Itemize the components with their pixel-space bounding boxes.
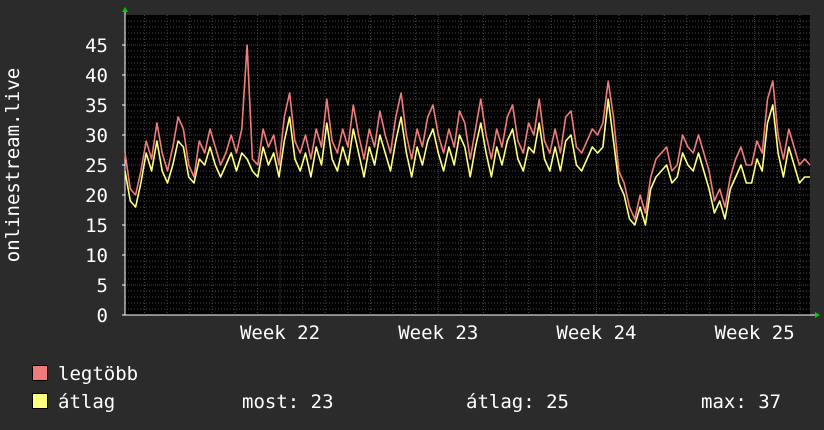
- legend-label-max: legtöbb: [58, 363, 139, 385]
- legend-item-avg: átlag: [32, 391, 115, 413]
- grid: [125, 15, 810, 315]
- x-axis-arrow: [815, 312, 820, 318]
- axes: [122, 7, 820, 318]
- y-tick-label: 35: [85, 95, 108, 117]
- y-tick-label: 5: [97, 275, 108, 297]
- y-tick-label: 10: [85, 245, 108, 267]
- series-line-max: [124, 44, 811, 220]
- legend-swatch-max: [32, 365, 48, 381]
- stat-max: max: 37: [701, 391, 782, 413]
- y-tick-label: 45: [85, 35, 108, 57]
- y-tick-label: 30: [85, 125, 108, 147]
- stat-average: átlag: 25: [466, 391, 569, 413]
- legend-item-max: legtöbb: [32, 363, 138, 385]
- legend-label-avg: átlag: [58, 391, 116, 413]
- series-line-avg: [124, 98, 810, 226]
- y-tick-label: 20: [85, 185, 108, 207]
- series-layer: [124, 44, 811, 226]
- x-tick-label: Week 23: [398, 322, 478, 344]
- y-tick-label: 15: [85, 215, 108, 237]
- y-tick-label: 0: [97, 305, 108, 327]
- y-tick-label: 25: [85, 155, 108, 177]
- x-tick-label: Week 24: [556, 322, 636, 344]
- x-tick-label: Week 25: [715, 322, 795, 344]
- stat-now: most: 23: [242, 391, 334, 413]
- y-axis-arrow: [122, 7, 128, 12]
- x-tick-label: Week 22: [240, 322, 320, 344]
- y-tick-label: 40: [85, 65, 108, 87]
- x-tick-labels: Week 22 Week 23 Week 24 Week 25: [240, 322, 795, 344]
- y-axis-label: onlinestream.live: [2, 68, 24, 262]
- legend-swatch-avg: [32, 393, 48, 409]
- y-tick-labels: 0 5 10 15 20 25 30 35 40 45: [85, 35, 108, 327]
